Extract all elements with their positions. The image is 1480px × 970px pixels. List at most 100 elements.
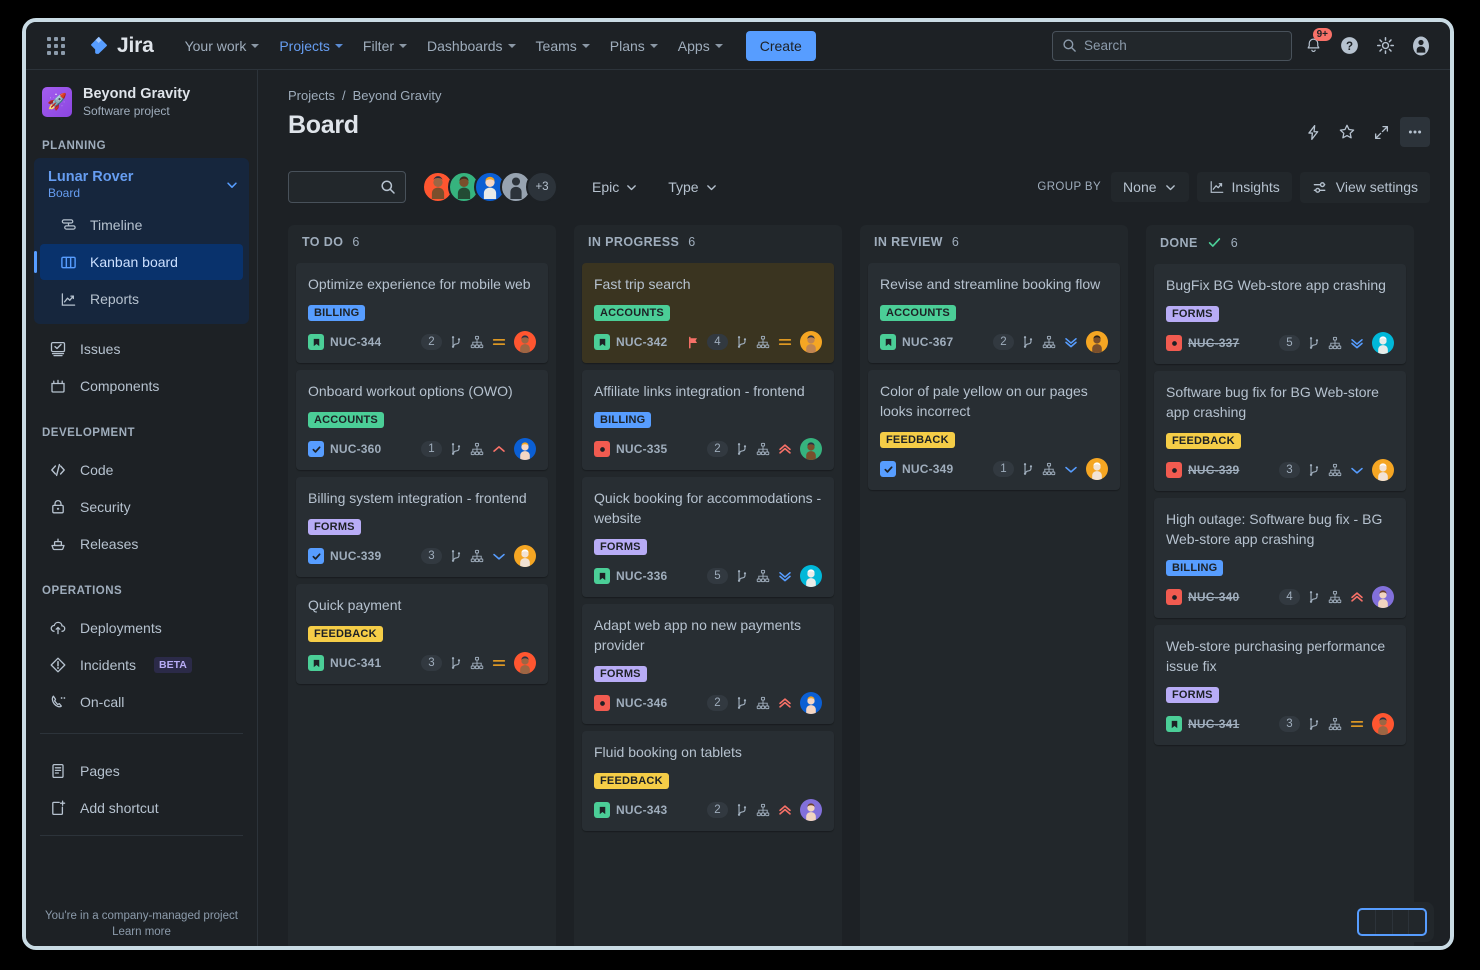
assignee-avatar[interactable] — [1086, 458, 1108, 480]
issue-card[interactable]: Revise and streamline booking flow ACCOUN… — [868, 263, 1120, 363]
issue-card[interactable]: Software bug fix for BG Web-store app cr… — [1154, 371, 1406, 491]
issue-card[interactable]: Fluid booking on tablets FEEDBACK NUC-343 2 — [582, 731, 834, 831]
column-card-list[interactable]: Fast trip search ACCOUNTS NUC-342 4 Affiliat… — [574, 263, 842, 946]
assignee-avatar[interactable] — [800, 565, 822, 587]
view-settings-button[interactable]: View settings — [1299, 171, 1430, 203]
epic-tag[interactable]: FEEDBACK — [880, 432, 955, 448]
epic-tag[interactable]: FEEDBACK — [308, 626, 383, 642]
group-by-select[interactable]: None — [1111, 172, 1189, 202]
expand-icon[interactable] — [1366, 117, 1396, 147]
issue-card[interactable]: Quick booking for accommodations - websi… — [582, 477, 834, 597]
issue-card[interactable]: Affiliate links integration - frontend BI… — [582, 370, 834, 470]
epic-tag[interactable]: FORMS — [594, 666, 647, 682]
create-button[interactable]: Create — [745, 30, 816, 61]
epic-tag[interactable]: ACCOUNTS — [594, 305, 670, 321]
learn-more-link[interactable]: Learn more — [112, 926, 171, 938]
epic-tag[interactable]: ACCOUNTS — [880, 305, 956, 321]
issue-card[interactable]: Adapt web app no new payments provider FO… — [582, 604, 834, 724]
issue-card[interactable]: Color of pale yellow on our pages looks … — [868, 370, 1120, 490]
sidebar-project-header[interactable]: 🚀 Beyond Gravity Software project — [26, 84, 257, 118]
epic-tag[interactable]: BILLING — [594, 412, 652, 428]
sidebar-item-on-call[interactable]: On-call — [34, 684, 249, 720]
sidebar-item-reports[interactable]: Reports — [40, 281, 243, 317]
sidebar-item-kanban-board[interactable]: Kanban board — [34, 244, 243, 280]
issue-key[interactable]: NUC-360 — [330, 442, 382, 456]
sidebar-item-timeline[interactable]: Timeline — [40, 207, 243, 243]
assignee-avatar[interactable] — [1372, 332, 1394, 354]
issue-key[interactable]: NUC-341 — [330, 656, 382, 670]
automation-bolt-icon[interactable] — [1298, 117, 1328, 147]
notifications-icon[interactable]: 9+ — [1298, 27, 1332, 61]
issue-card[interactable]: High outage: Software bug fix - BG Web-s… — [1154, 498, 1406, 618]
assignee-avatar[interactable] — [1086, 331, 1108, 353]
settings-gear-icon[interactable] — [1370, 31, 1400, 61]
assignee-avatar[interactable] — [514, 545, 536, 567]
nav-dashboards[interactable]: Dashboards — [418, 32, 525, 60]
sidebar-item-pages[interactable]: Pages — [34, 753, 249, 789]
issue-key[interactable]: NUC-336 — [616, 569, 668, 583]
assignee-avatar[interactable] — [1372, 586, 1394, 608]
sidebar-item-components[interactable]: Components — [34, 368, 249, 404]
epic-tag[interactable]: BILLING — [1166, 560, 1224, 576]
issue-card[interactable]: Optimize experience for mobile web BILLIN… — [296, 263, 548, 363]
epic-tag[interactable]: FORMS — [308, 519, 361, 535]
issue-key[interactable]: NUC-339 — [1188, 463, 1240, 477]
issue-key[interactable]: NUC-344 — [330, 335, 382, 349]
issue-key[interactable]: NUC-349 — [902, 462, 954, 476]
sidebar-item-security[interactable]: Security — [34, 489, 249, 525]
issue-card[interactable]: Billing system integration - frontend FOR… — [296, 477, 548, 577]
epic-tag[interactable]: FORMS — [594, 539, 647, 555]
column-card-list[interactable]: BugFix BG Web-store app crashing FORMS NUC… — [1146, 264, 1414, 946]
issue-card[interactable]: Web-store purchasing performance issue f… — [1154, 625, 1406, 745]
assignee-avatar[interactable] — [1372, 459, 1394, 481]
issue-key[interactable]: NUC-343 — [616, 803, 668, 817]
horizontal-board-scroller[interactable] — [1350, 902, 1434, 942]
insights-button[interactable]: Insights — [1196, 172, 1292, 202]
issue-card[interactable]: BugFix BG Web-store app crashing FORMS NUC… — [1154, 264, 1406, 364]
nav-plans[interactable]: Plans — [601, 32, 667, 60]
board-search-input[interactable] — [288, 171, 406, 203]
nav-filter[interactable]: Filter — [354, 32, 416, 60]
sidebar-item-deployments[interactable]: Deployments — [34, 610, 249, 646]
epic-tag[interactable]: FEEDBACK — [594, 773, 669, 789]
issue-key[interactable]: NUC-367 — [902, 335, 954, 349]
epic-tag[interactable]: FEEDBACK — [1166, 433, 1241, 449]
assignee-avatar[interactable] — [1372, 713, 1394, 735]
issue-card[interactable]: Quick payment FEEDBACK NUC-341 3 — [296, 584, 548, 684]
sidebar-item-releases[interactable]: Releases — [34, 526, 249, 562]
assignee-avatar[interactable] — [800, 331, 822, 353]
sidebar-item-issues[interactable]: Issues — [34, 331, 249, 367]
assignee-avatar[interactable] — [800, 799, 822, 821]
app-switcher-icon[interactable] — [40, 30, 72, 62]
nav-teams[interactable]: Teams — [527, 32, 599, 60]
issue-key[interactable]: NUC-335 — [616, 442, 668, 456]
type-filter-dropdown[interactable]: Type — [658, 173, 727, 201]
epic-tag[interactable]: FORMS — [1166, 687, 1219, 703]
assignee-avatar[interactable] — [514, 652, 536, 674]
issue-card[interactable]: Fast trip search ACCOUNTS NUC-342 4 — [582, 263, 834, 363]
nav-apps[interactable]: Apps — [669, 32, 732, 60]
breadcrumb-project[interactable]: Beyond Gravity — [352, 88, 442, 103]
avatar-overflow-count[interactable]: +3 — [526, 171, 558, 203]
star-icon[interactable] — [1332, 117, 1362, 147]
breadcrumb-projects[interactable]: Projects — [288, 88, 335, 103]
profile-avatar[interactable] — [1406, 31, 1436, 61]
issue-key[interactable]: NUC-341 — [1188, 717, 1240, 731]
epic-tag[interactable]: BILLING — [308, 305, 366, 321]
assignee-avatar[interactable] — [514, 331, 536, 353]
more-actions-icon[interactable] — [1400, 117, 1430, 147]
avatar[interactable] — [422, 171, 454, 203]
assignee-avatar[interactable] — [800, 692, 822, 714]
assignee-avatar[interactable] — [800, 438, 822, 460]
jira-logo[interactable]: Jira — [88, 34, 154, 58]
sidebar-item-incidents[interactable]: Incidents BETA — [34, 647, 249, 683]
epic-filter-dropdown[interactable]: Epic — [582, 173, 648, 201]
epic-tag[interactable]: FORMS — [1166, 306, 1219, 322]
issue-key[interactable]: NUC-346 — [616, 696, 668, 710]
nav-projects[interactable]: Projects — [270, 32, 352, 73]
issue-key[interactable]: NUC-337 — [1188, 336, 1240, 350]
column-card-list[interactable]: Revise and streamline booking flow ACCOUN… — [860, 263, 1128, 946]
epic-tag[interactable]: ACCOUNTS — [308, 412, 384, 428]
assignee-avatar[interactable] — [514, 438, 536, 460]
global-search-input[interactable]: Search — [1052, 30, 1292, 61]
